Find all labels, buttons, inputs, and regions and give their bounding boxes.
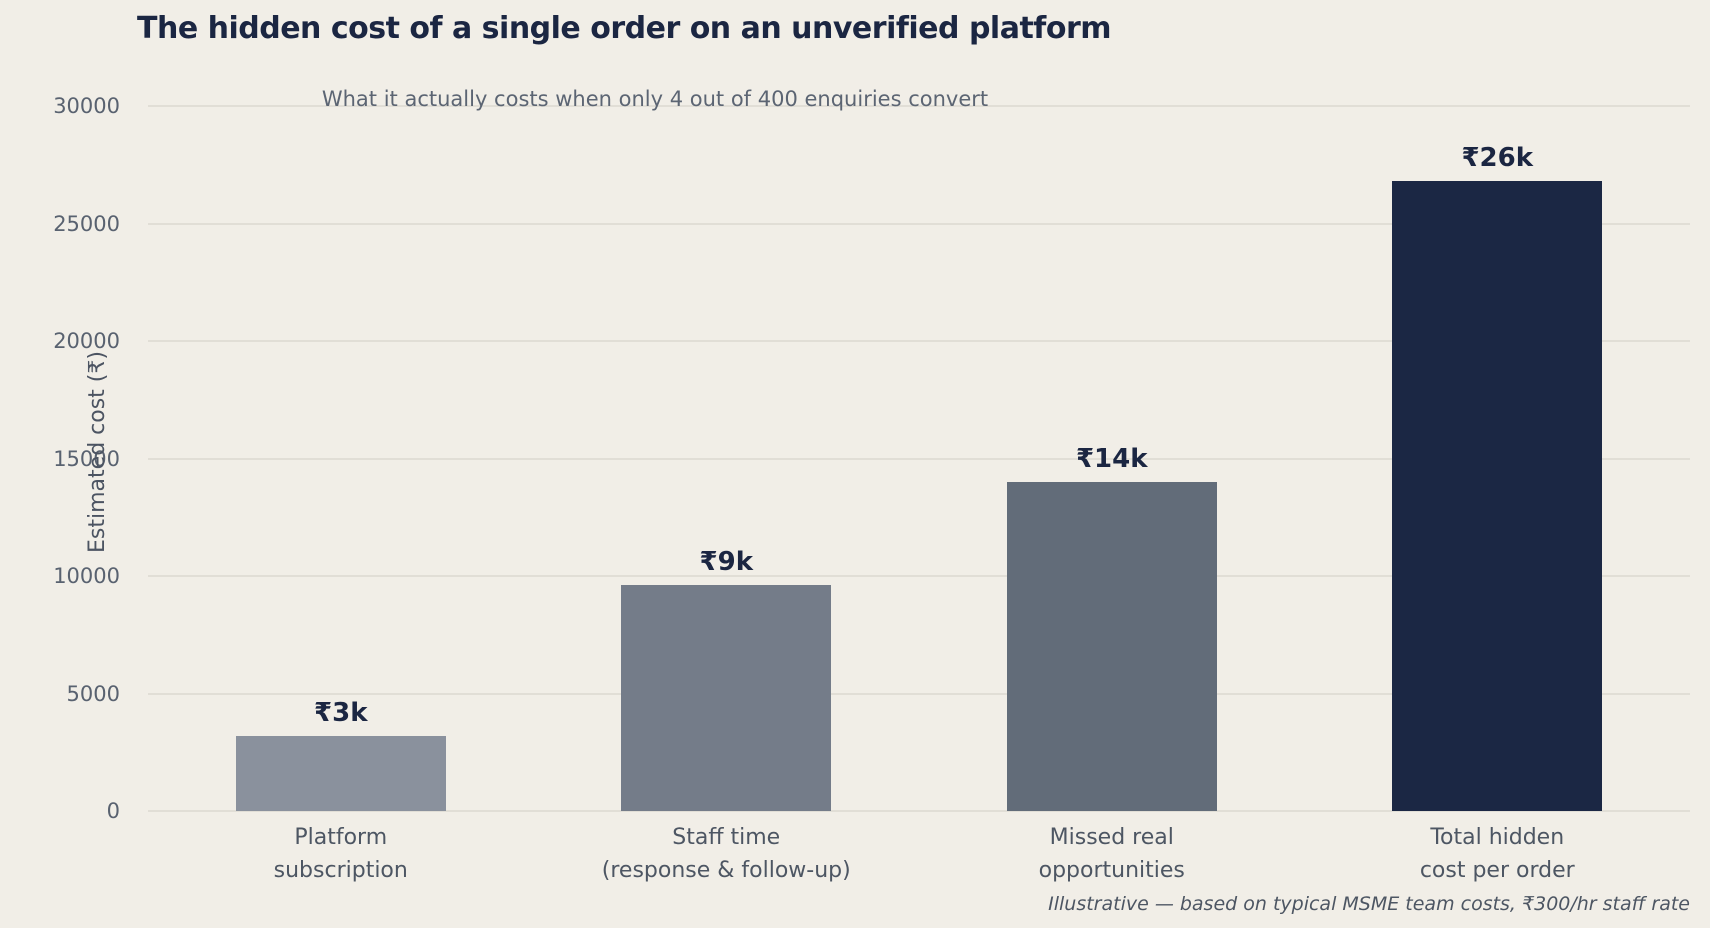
chart-subtitle: What it actually costs when only 4 out o…: [321, 87, 989, 111]
plot-area: 0 5000 10000 15000 20000 25000 30000 ₹3k Platfor…: [53, 94, 1690, 883]
x-category-label-3: Missed real opportunities: [1038, 825, 1185, 883]
x-category-label-1: Platform subscription: [273, 825, 408, 883]
bar-value-label-1: ₹3k: [314, 697, 368, 728]
gridline-15000: [148, 457, 1690, 460]
y-tick-label-20000: 20000: [53, 329, 120, 353]
x-category-label-2: Staff time (response & follow-up): [601, 825, 851, 883]
y-tick-label-25000: 25000: [53, 211, 120, 236]
chart-footnote: Illustrative — based on typical MSME tea…: [1048, 893, 1690, 915]
y-tick-label-10000: 10000: [53, 564, 120, 588]
y-tick-label-0: 0: [106, 799, 120, 823]
chart-title: The hidden cost of a single order on an …: [137, 11, 1112, 46]
y-tick-label-15000: 15000: [53, 446, 120, 471]
y-tick-label-30000: 30000: [53, 94, 120, 118]
gridline-10000: [148, 575, 1690, 577]
bar-2: [621, 585, 832, 811]
bar-value-label-4: ₹26k: [1461, 143, 1534, 174]
gridline-30000: [148, 105, 1690, 107]
bar-value-label-2: ₹9k: [699, 547, 753, 578]
bar-3: [1006, 482, 1217, 811]
gridline-25000: [148, 222, 1690, 225]
gridline-0: [148, 810, 1690, 812]
bar-value-label-3: ₹14k: [1075, 444, 1148, 474]
y-tick-label-5000: 5000: [66, 681, 120, 706]
bar-4: [1392, 181, 1603, 811]
x-category-label-4: Total hidden cost per order: [1419, 825, 1575, 883]
gridline-20000: [148, 340, 1690, 342]
gridline-5000: [148, 692, 1690, 695]
y-axis-label: Estimated cost (₹): [84, 351, 110, 553]
bar-1: [235, 735, 446, 811]
